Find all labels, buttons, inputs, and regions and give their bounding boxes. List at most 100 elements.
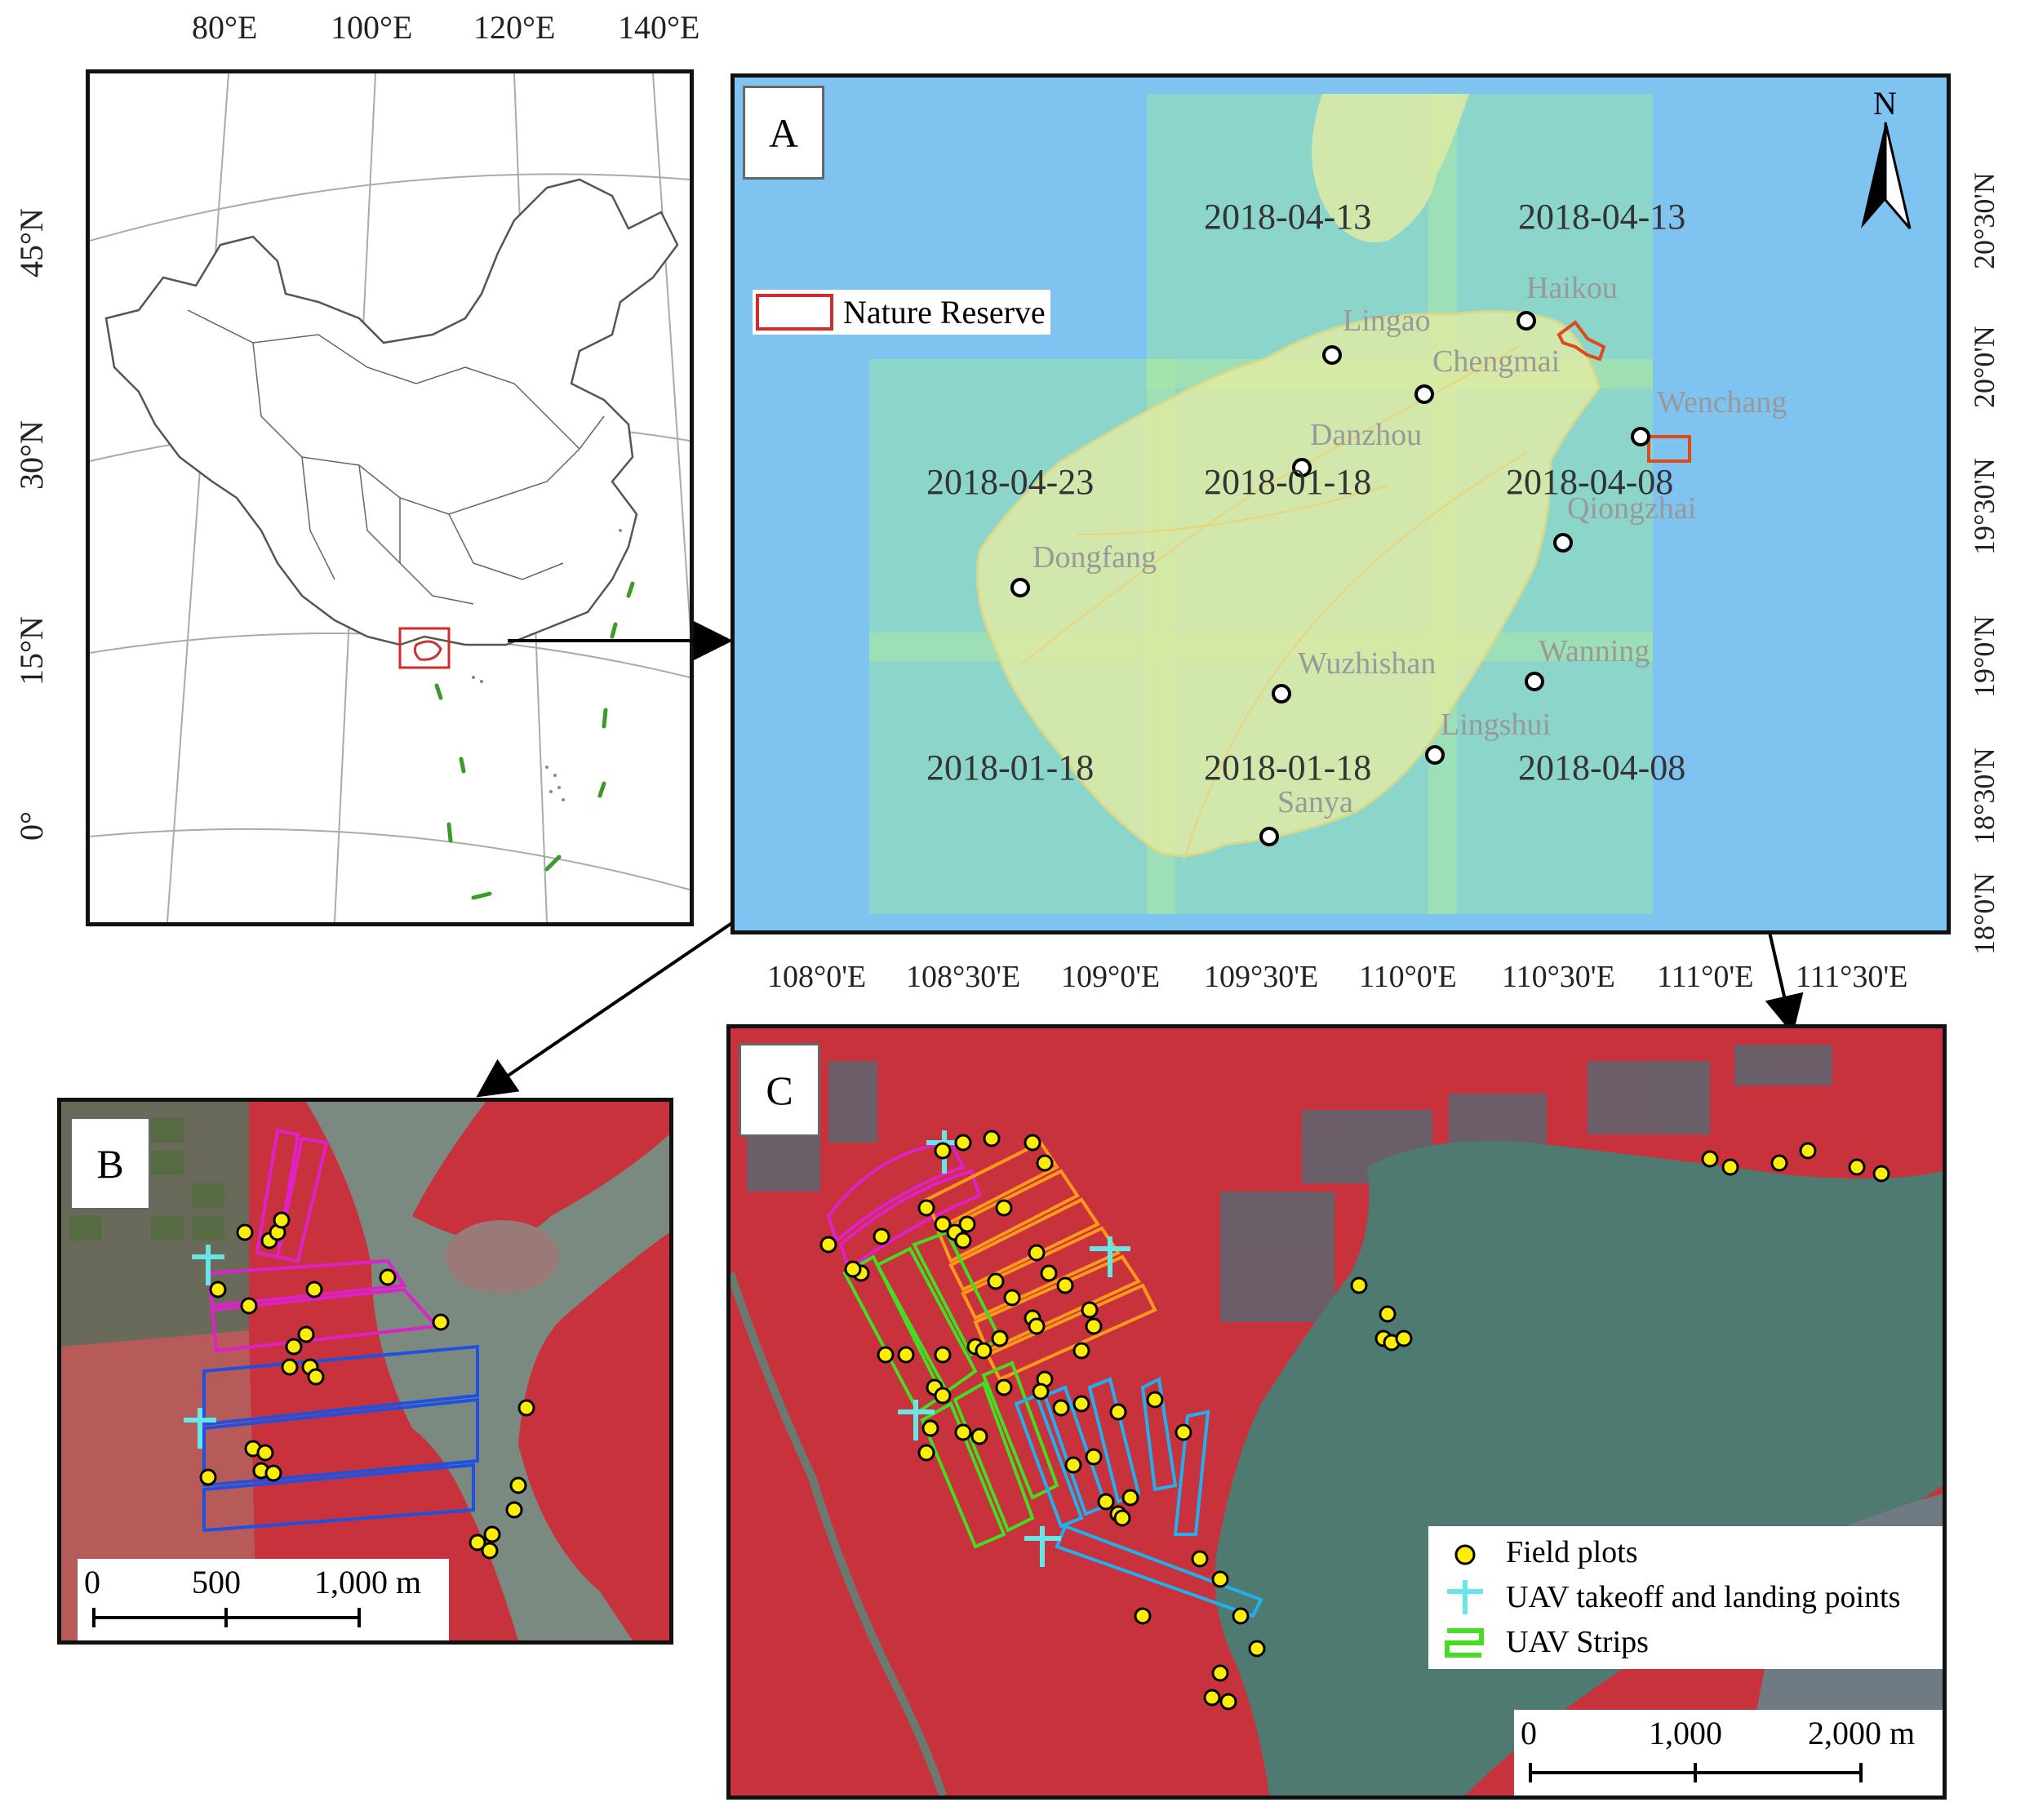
inset-lon-label-80: 80°E: [192, 9, 258, 46]
north-label: N: [1873, 85, 1897, 122]
nature-reserve-label: Nature Reserve: [843, 294, 1046, 331]
panel-b: B 0 500 1,000 m: [57, 1098, 673, 1645]
inset-lon-label-140: 140°E: [618, 9, 700, 46]
date-label-7: 2018-01-18: [1204, 748, 1371, 788]
b-scale-1000: 1,000 m: [314, 1564, 422, 1600]
city-label-dongfang: Dongfang: [1032, 540, 1157, 575]
a-lat-2: 20°0'N: [1968, 326, 2001, 408]
legend-uav-points: UAV takeoff and landing points: [1506, 1580, 1901, 1614]
panel-b-scalebar: 0 500 1,000 m: [78, 1559, 449, 1640]
b-estuary: [306, 1102, 669, 1640]
b-field-plots: [199, 1211, 535, 1560]
a-lon-2: 108°30'E: [906, 960, 1021, 994]
city-dot-chengmai: [1414, 384, 1434, 404]
a-lat-5: 18°30'N: [1968, 748, 2001, 845]
panel-c-legend: Field plots UAV takeoff and landing poin…: [1428, 1526, 1943, 1669]
panel-c-scalebar: 0 1,000 2,000 m: [1514, 1710, 1943, 1796]
c-scale-2000: 2,000 m: [1808, 1715, 1916, 1751]
c-scale-0: 0: [1521, 1715, 1537, 1751]
nature-reserve-legend: Nature Reserve: [753, 290, 1050, 335]
inset-china-map: [90, 73, 690, 922]
city-label-wenchang: Wenchang: [1657, 385, 1787, 419]
c-strips-green: [842, 1230, 1059, 1549]
city-dot-danzhou: [1292, 458, 1312, 477]
panel-c: C Field plots UAV takeoff and landing po…: [726, 1024, 1947, 1800]
reserve-haikou: [1556, 320, 1606, 362]
a-lon-7: 111°0'E: [1657, 960, 1754, 994]
b-scale-bar-graphic: [92, 1608, 361, 1627]
a-lat-1: 20°30'N: [1968, 172, 2001, 269]
inset-lat-label-15: 15°N: [13, 616, 50, 686]
c-scale-bar-graphic: [1529, 1763, 1863, 1782]
panel-a-map: N 2018-04-13 2018-04-13 2018-04-23 2018-…: [869, 85, 1912, 914]
a-lon-1: 108°0'E: [767, 960, 867, 994]
legend-uav-strip-icon: [1445, 1628, 1484, 1658]
panel-a: N 2018-04-13 2018-04-13 2018-04-23 2018-…: [731, 73, 1951, 934]
inset-lat-label-0: 0°: [13, 811, 50, 841]
city-label-lingao: Lingao: [1343, 304, 1431, 338]
c-scale-1000: 1,000: [1649, 1715, 1722, 1751]
hainan-island: [413, 640, 442, 661]
city-labels: Haikou Lingao Chengmai Wenchang Danzhou …: [1032, 271, 1787, 819]
city-dot-wuzhishan: [1272, 684, 1291, 704]
city-label-wanning: Wanning: [1539, 634, 1650, 668]
inset-lon-label-100: 100°E: [331, 9, 413, 46]
a-lon-3: 109°0'E: [1061, 960, 1161, 994]
inset-lat-label-45: 45°N: [13, 208, 50, 277]
date-label-4: 2018-01-18: [1204, 462, 1371, 502]
a-lon-4: 109°30'E: [1204, 960, 1319, 994]
legend-field-plot-icon: [1454, 1544, 1476, 1565]
c-field-plots: [819, 1130, 1890, 1711]
roads: [1019, 346, 1527, 862]
date-labels: 2018-04-13 2018-04-13 2018-04-23 2018-01…: [926, 197, 1685, 788]
b-uav-points: [184, 1245, 224, 1449]
panel-c-image: [731, 1045, 1943, 1796]
city-dot-wenchang: [1631, 427, 1650, 446]
city-dot-haikou: [1517, 311, 1536, 331]
reserve-wenchang: [1647, 435, 1691, 463]
study-area-box: [398, 627, 451, 669]
panel-b-tag: B: [69, 1116, 151, 1210]
city-dot-sanya: [1259, 827, 1279, 846]
city-dot-lingao: [1322, 345, 1342, 365]
c-bay-water: [1215, 1141, 1943, 1796]
a-lon-6: 110°30'E: [1502, 960, 1615, 994]
a-lat-6: 18°0'N: [1968, 872, 2001, 955]
inset-lon-label-120: 120°E: [473, 9, 556, 46]
north-arrow-icon: [1861, 122, 1912, 229]
b-scale-0: 0: [84, 1564, 100, 1600]
city-label-haikou: Haikou: [1526, 271, 1618, 305]
city-label-sanya: Sanya: [1277, 785, 1353, 819]
city-label-danzhou: Danzhou: [1310, 418, 1422, 452]
a-lon-8: 111°30'E: [1796, 960, 1908, 994]
b-scale-500: 500: [192, 1564, 241, 1600]
city-label-lingshui: Lingshui: [1441, 708, 1551, 742]
date-label-6: 2018-01-18: [926, 748, 1094, 788]
city-label-wuzhishan: Wuzhishan: [1298, 646, 1436, 681]
legend-uav-strips: UAV Strips: [1506, 1625, 1649, 1659]
a-lon-5: 110°0'E: [1359, 960, 1457, 994]
date-label-3: 2018-04-23: [926, 462, 1094, 502]
city-dot-dongfang: [1010, 578, 1030, 597]
date-label-1: 2018-04-13: [1204, 197, 1371, 237]
legend-field-plots: Field plots: [1506, 1535, 1638, 1569]
city-label-chengmai: Chengmai: [1432, 344, 1560, 379]
city-dot-lingshui: [1425, 745, 1445, 765]
date-label-2: 2018-04-13: [1518, 197, 1685, 237]
leizhou-peninsula: [1312, 94, 1469, 242]
panel-c-tag: C: [739, 1043, 820, 1137]
city-dot-wanning: [1525, 672, 1544, 691]
city-markers: [1010, 311, 1650, 846]
inset-map-panel: [86, 69, 694, 926]
inset-lat-label-30: 30°N: [13, 420, 50, 490]
panel-a-tag: A: [743, 86, 824, 180]
date-label-5: 2018-04-08: [1506, 462, 1673, 502]
b-strips-blue: [202, 1344, 479, 1533]
b-pond: [445, 1220, 559, 1294]
a-lat-4: 19°0'N: [1968, 615, 2001, 698]
hainan-landmass: [976, 310, 1601, 857]
nature-reserve-swatch: [756, 294, 833, 331]
date-label-8: 2018-04-08: [1518, 748, 1685, 788]
a-lat-3: 19°30'N: [1968, 458, 2001, 555]
city-label-qiongzhai: Qiongzhai: [1567, 491, 1696, 526]
